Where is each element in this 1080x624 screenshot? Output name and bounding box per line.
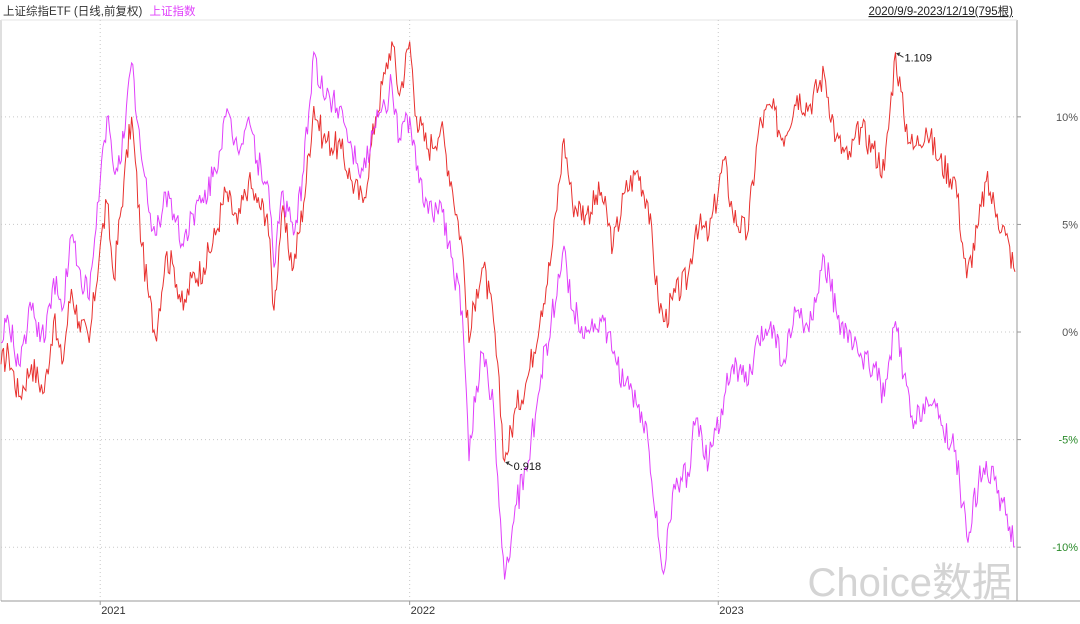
- series-lines: [0, 41, 1016, 580]
- x-tick-label: 2023: [719, 605, 743, 617]
- annotation-label: 0.918: [514, 461, 542, 473]
- y-tick-label: -10%: [1052, 542, 1078, 554]
- y-tick-label: 5%: [1062, 219, 1078, 231]
- annotation-arrow-icon: [505, 461, 510, 466]
- annotation-arrow-icon: [896, 52, 901, 57]
- legend-etf-text: 上证综指ETF (日线,前复权): [3, 4, 142, 18]
- legend-label-etf: 上证综指ETF (日线,前复权) 上证指数: [3, 4, 196, 18]
- y-tick-label: -5%: [1058, 435, 1078, 447]
- series-line-etf: [0, 41, 1016, 463]
- y-tick-label: 10%: [1056, 112, 1078, 124]
- date-range-label[interactable]: 2020/9/9-2023/12/19(795根): [869, 4, 1014, 18]
- y-axis: 10% 5% 0% -5% -10%: [1017, 112, 1078, 554]
- x-tick-label: 2021: [101, 605, 125, 617]
- x-tick-label: 2022: [411, 605, 435, 617]
- annotations: 1.109 0.918: [505, 52, 932, 473]
- annotation-label: 1.109: [904, 52, 932, 64]
- grid-lines: [1, 20, 1017, 601]
- y-tick-label: 0%: [1062, 327, 1078, 339]
- watermark: Choice数据: [807, 561, 1012, 605]
- x-axis: 2021 2022 2023: [99, 601, 744, 617]
- legend-index-text: 上证指数: [149, 4, 195, 18]
- series-line-index: [0, 50, 1016, 580]
